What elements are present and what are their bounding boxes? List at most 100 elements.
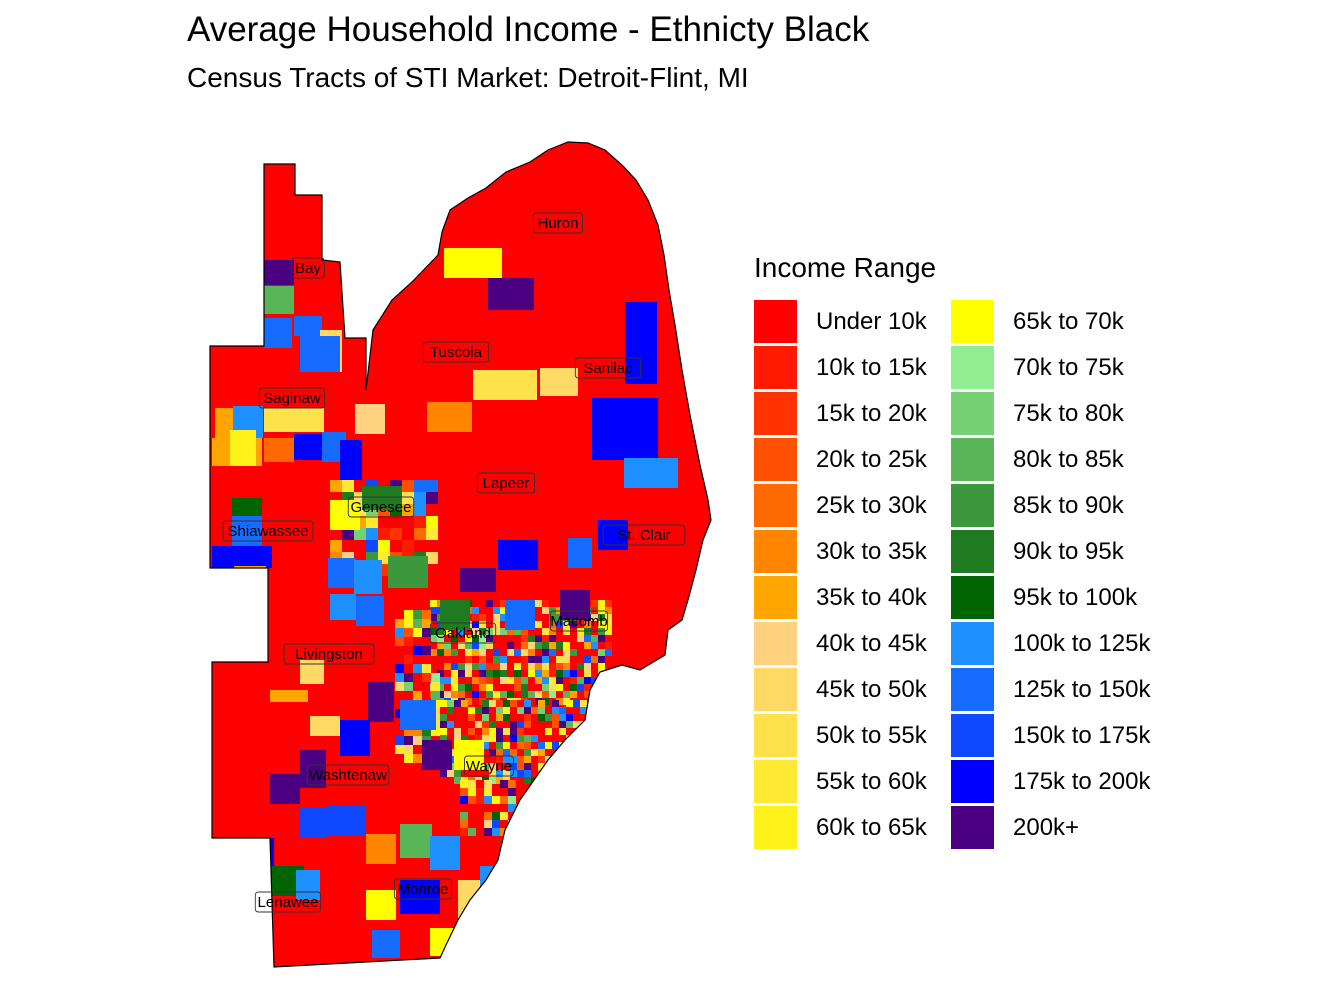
census-tract	[568, 538, 592, 568]
census-tract	[598, 600, 605, 607]
census-tract	[524, 756, 531, 763]
county-label-text: Sanilac	[583, 360, 633, 377]
census-tract	[366, 516, 378, 528]
legend-label: 50k to 55k	[816, 722, 927, 749]
census-tract	[573, 756, 580, 763]
census-tract	[563, 670, 570, 677]
census-tract	[465, 642, 472, 649]
census-tract	[475, 735, 482, 742]
census-tract	[437, 649, 444, 656]
census-tract	[479, 656, 486, 663]
census-tract	[437, 628, 444, 635]
census-tract	[503, 770, 510, 777]
census-tract	[500, 677, 507, 684]
census-tract	[413, 646, 422, 655]
census-tract	[584, 691, 591, 698]
county-label: Tuscola	[422, 341, 490, 363]
census-tract	[378, 528, 390, 540]
census-tract	[427, 402, 472, 432]
legend-swatch	[951, 576, 994, 619]
census-tract	[573, 742, 580, 749]
census-tract	[340, 720, 370, 756]
census-tract	[422, 664, 431, 673]
census-tract	[460, 568, 496, 592]
census-tract	[605, 614, 612, 621]
census-tract	[482, 763, 489, 770]
census-tract	[592, 398, 658, 460]
census-tract	[552, 763, 559, 770]
census-tract	[440, 600, 470, 630]
legend-swatch	[754, 714, 797, 757]
census-tract	[472, 600, 479, 607]
census-tract	[542, 656, 549, 663]
census-tract	[535, 649, 542, 656]
census-tract	[549, 684, 556, 691]
census-tract	[545, 728, 552, 735]
legend-swatch	[951, 714, 994, 757]
census-tract	[573, 777, 580, 784]
census-tract	[584, 642, 591, 649]
census-tract	[542, 677, 549, 684]
census-tract	[390, 528, 402, 540]
census-tract	[426, 492, 438, 504]
census-tract	[426, 516, 438, 528]
legend-label: 55k to 60k	[816, 768, 927, 795]
census-tract	[521, 628, 528, 635]
census-tract	[517, 770, 524, 777]
census-tract	[584, 621, 591, 628]
census-tract	[437, 691, 444, 698]
census-tract	[556, 621, 563, 628]
county-label-text: Huron	[538, 215, 579, 232]
county-label: Huron	[533, 212, 583, 234]
census-tract	[454, 728, 461, 735]
census-tract	[559, 728, 566, 735]
census-tract	[524, 749, 531, 756]
census-tract	[598, 677, 605, 684]
census-tract	[598, 649, 605, 656]
county-label-box	[306, 764, 390, 786]
census-tract	[430, 607, 437, 614]
county-label-box	[533, 212, 583, 234]
census-tract	[426, 480, 438, 492]
census-tract	[492, 820, 500, 828]
legend-swatch	[754, 484, 797, 527]
census-tract	[493, 663, 500, 670]
census-tract	[414, 540, 426, 552]
census-tract	[395, 673, 404, 682]
census-tract	[395, 628, 404, 637]
census-tract	[591, 642, 598, 649]
county-labels-layer: Huron Bay Tuscola Sanilac Saginaw Lapeer Genes…	[222, 212, 686, 913]
census-tract	[542, 670, 549, 677]
census-tract	[605, 698, 612, 705]
census-tract	[482, 714, 489, 721]
census-tract	[454, 714, 461, 721]
census-tract	[549, 628, 556, 635]
census-tract	[413, 619, 422, 628]
county-label-box	[429, 622, 497, 644]
census-tract	[584, 670, 591, 677]
census-tract	[545, 714, 552, 721]
census-tract	[552, 756, 559, 763]
census-tract	[437, 677, 444, 684]
census-tract	[413, 637, 422, 646]
census-tract	[437, 684, 444, 691]
census-tract	[573, 700, 580, 707]
county-label: Sanilac	[574, 357, 642, 379]
county-label-text: Lenawee	[258, 894, 319, 911]
census-tract	[454, 735, 461, 742]
census-tract	[584, 677, 591, 684]
census-tract	[556, 607, 563, 614]
census-tract	[212, 546, 272, 568]
census-tract	[552, 742, 559, 749]
legend-swatch	[754, 300, 797, 343]
census-tract	[598, 698, 605, 705]
census-tract	[454, 740, 484, 770]
census-tract	[362, 486, 402, 510]
legend-swatch	[951, 668, 994, 711]
census-tract	[542, 649, 549, 656]
census-tract	[330, 500, 360, 530]
census-tract	[354, 560, 382, 594]
census-tract	[414, 516, 426, 528]
census-tract	[454, 700, 461, 707]
census-tract	[489, 721, 496, 728]
